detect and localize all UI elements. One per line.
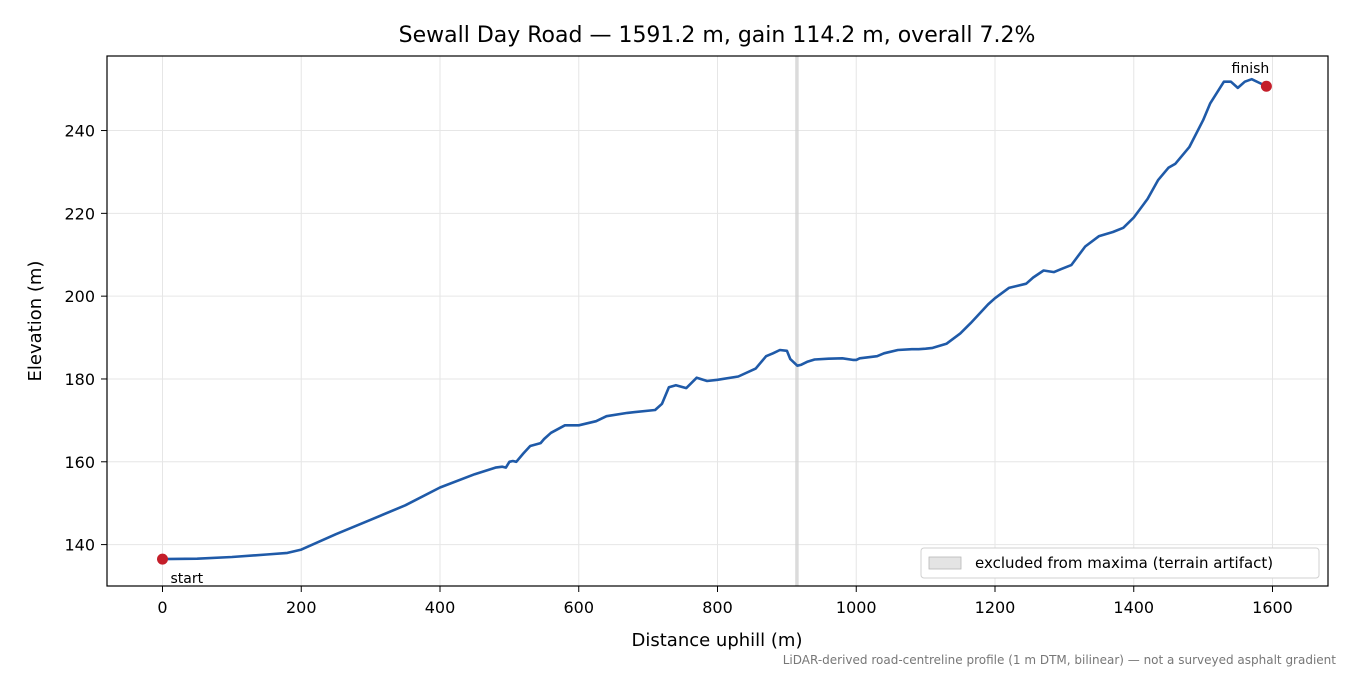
start-marker [157, 553, 168, 565]
footnote: LiDAR-derived road-centreline profile (1… [783, 653, 1337, 667]
start-label: start [171, 571, 204, 587]
elevation-line-series [162, 77, 1267, 561]
grid-lines [107, 56, 1328, 586]
y-tick-label: 200 [64, 287, 95, 306]
x-tick-label: 600 [563, 598, 594, 617]
x-tick-label: 400 [425, 598, 456, 617]
x-tick-label: 1400 [1113, 598, 1154, 617]
excluded-band-rect [795, 56, 799, 586]
x-axis-label: Distance uphill (m) [632, 630, 803, 651]
y-tick-label: 220 [64, 204, 95, 223]
finish-label: finish [1232, 61, 1270, 77]
y-tick-label: 160 [64, 453, 95, 472]
y-tick-label: 140 [64, 536, 95, 555]
x-tick-label: 800 [702, 598, 733, 617]
legend: excluded from maxima (terrain artifact) [920, 547, 1320, 579]
x-tick-label: 0 [157, 598, 167, 617]
y-axis-ticks: 140 160 180 200 220 240 [64, 122, 107, 555]
x-tick-label: 1200 [975, 598, 1016, 617]
y-axis-label: Elevation (m) [25, 261, 46, 382]
legend-swatch [928, 556, 962, 570]
elevation-line [162, 77, 1267, 561]
marker-layer: start finish [157, 61, 1272, 587]
x-axis-ticks: 0 200 400 600 800 1000 1200 1400 1600 [157, 586, 1293, 617]
x-tick-label: 1000 [836, 598, 877, 617]
x-tick-label: 1600 [1252, 598, 1293, 617]
chart-title: Sewall Day Road — 1591.2 m, gain 114.2 m… [399, 23, 1036, 48]
legend-label: excluded from maxima (terrain artifact) [975, 554, 1273, 572]
legend-box [920, 547, 1320, 579]
finish-marker [1260, 80, 1272, 92]
x-tick-label: 200 [286, 598, 317, 617]
y-tick-label: 180 [64, 370, 95, 389]
excluded-band [795, 56, 799, 586]
y-tick-label: 240 [64, 122, 95, 141]
